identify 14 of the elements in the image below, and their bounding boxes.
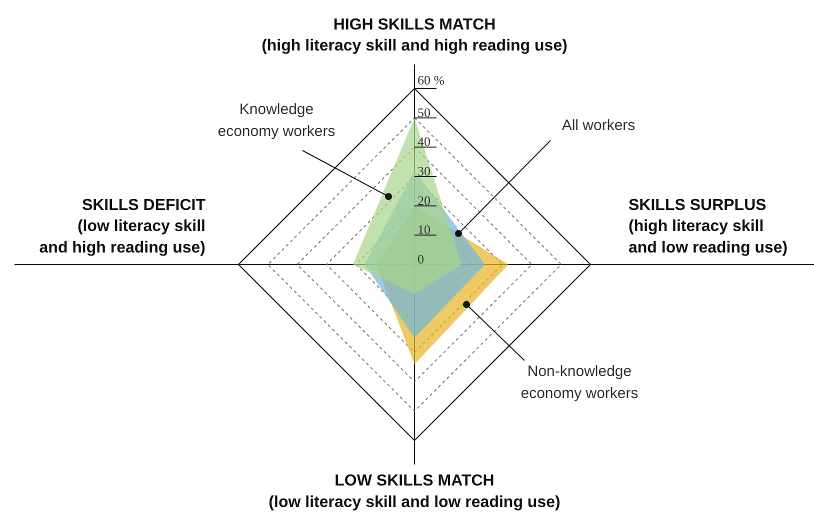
y-tick-label: 10 (418, 222, 430, 238)
text: All workers (562, 117, 636, 134)
y-tick-label: 60 % (418, 72, 445, 88)
spoke-label: SKILLS SURPLUS (high literacy skill and low reading use) (628, 196, 788, 256)
y-tick-label: 0 (418, 252, 424, 266)
spoke-label: SKILLS DEFICIT (low literacy skill and high reading use) (39, 196, 206, 256)
y-tick-label: 30 (418, 164, 430, 178)
spoke-label: LOW SKILLS MATCH (low literacy skill and low reading use) (268, 472, 560, 511)
text: Non-knowledge economy workers (520, 362, 638, 402)
text: Knowledge economy workers (218, 100, 336, 140)
y-tick-label: 50 (418, 104, 430, 120)
y-tick-label: 40 (418, 134, 430, 150)
y-tick-label: 20 (418, 192, 430, 208)
spoke-label: HIGH SKILLS MATCH (high literacy skill and high reading use) (262, 16, 568, 54)
